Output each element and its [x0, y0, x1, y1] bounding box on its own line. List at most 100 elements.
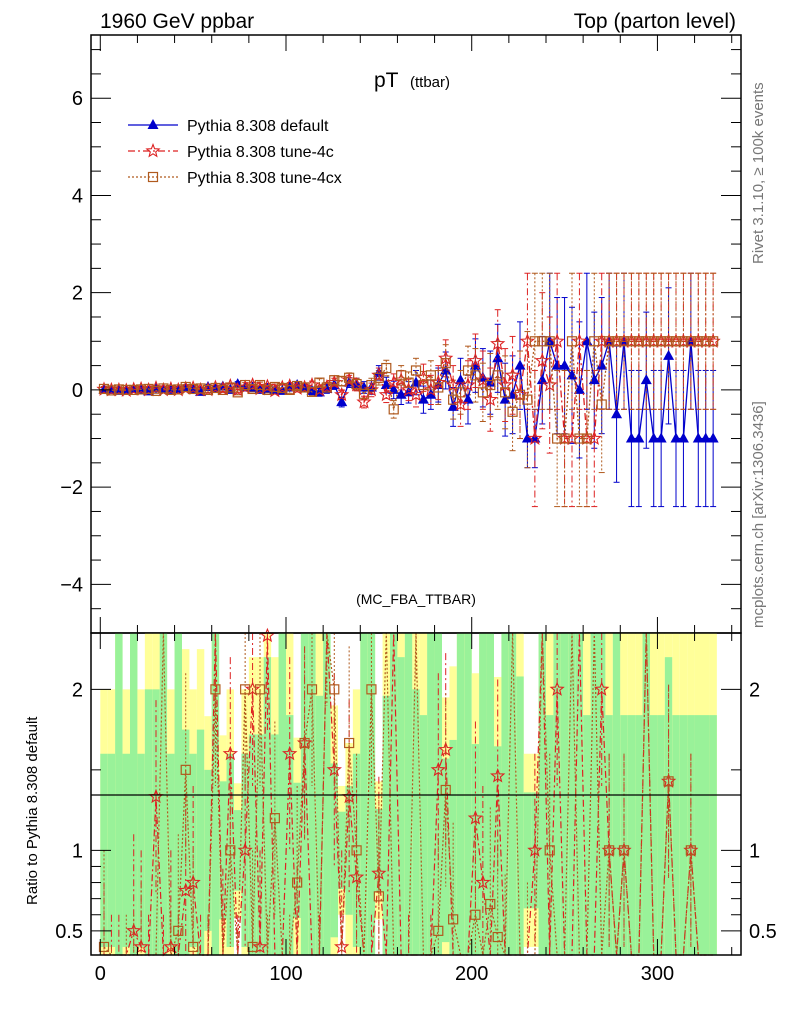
inner-band	[412, 689, 420, 955]
inner-band	[672, 715, 680, 955]
data-point	[210, 382, 221, 394]
data-point	[128, 384, 139, 396]
ratio-point	[433, 925, 444, 936]
ratio-point	[269, 813, 280, 824]
data-point	[388, 404, 399, 415]
main-series-layer	[96, 333, 721, 446]
data-point	[625, 432, 637, 443]
data-point	[232, 387, 243, 398]
series-line-2	[103, 340, 714, 440]
inner-band	[709, 715, 717, 955]
inner-band	[211, 633, 220, 955]
plot-title-sub: (ttbar)	[410, 74, 450, 91]
inner-band	[642, 633, 650, 955]
data-point	[611, 408, 623, 419]
data-point	[440, 358, 451, 369]
data-point	[521, 432, 533, 443]
ratio-point	[549, 681, 565, 696]
inner-band	[115, 633, 123, 955]
inner-band	[694, 715, 702, 955]
inner-band	[583, 715, 591, 955]
x-tick-label: 100	[269, 963, 302, 985]
data-point	[574, 433, 585, 444]
x-tick-label: 0	[95, 963, 106, 985]
ratio-point	[292, 877, 303, 888]
data-point	[485, 379, 496, 391]
inner-band	[397, 657, 405, 955]
inner-band	[286, 715, 294, 955]
ratio-point	[282, 745, 298, 761]
y-tick-label: 4	[72, 185, 83, 207]
data-point	[559, 433, 570, 444]
ratio-point	[448, 914, 459, 925]
data-point	[477, 387, 488, 398]
data-point	[692, 432, 704, 443]
x-tick-label: 300	[641, 963, 674, 985]
inner-band	[122, 753, 130, 947]
ratio-y-tick-label: 1	[72, 840, 83, 862]
ratio-point	[188, 941, 199, 953]
data-point	[499, 393, 511, 404]
ratio-point	[438, 741, 454, 757]
mcplots-reference-text: mcplots.cern.ch [arXiv:1306.3436]	[750, 401, 767, 628]
data-point	[344, 372, 355, 383]
inner-band	[471, 744, 480, 955]
ratio-point	[252, 938, 268, 954]
data-point	[566, 336, 578, 347]
data-point	[150, 385, 162, 396]
inner-band	[404, 633, 413, 955]
ratio-point	[126, 922, 142, 938]
ratio-series-layer	[98, 627, 714, 957]
inner-band	[575, 633, 584, 955]
inner-band	[590, 633, 598, 955]
ratio-point	[366, 684, 377, 695]
inner-band	[390, 633, 398, 955]
data-point	[514, 359, 526, 370]
data-point	[143, 383, 154, 395]
ratio-point	[225, 845, 236, 856]
inner-band	[419, 715, 428, 955]
data-point	[542, 376, 558, 392]
rivet-version-text: Rivet 3.1.10, ≥ 100k events	[750, 82, 767, 264]
data-point	[373, 372, 384, 383]
data-point	[504, 367, 521, 382]
data-point	[334, 386, 350, 402]
header-left: 1960 GeV ppbar	[100, 10, 254, 33]
ratio-point	[467, 810, 484, 825]
ratio-point	[685, 845, 696, 856]
data-point	[417, 393, 429, 404]
data-point	[202, 384, 214, 396]
inner-band	[330, 763, 338, 938]
data-point	[670, 336, 682, 347]
ratio-point	[247, 941, 258, 953]
legend-marker	[147, 171, 159, 183]
data-point	[195, 383, 206, 394]
inner-band	[427, 633, 435, 955]
ratio-point	[180, 764, 191, 775]
inner-band	[174, 633, 182, 955]
data-point	[244, 376, 261, 392]
inner-band	[130, 633, 138, 955]
data-point	[418, 379, 429, 391]
data-point	[136, 384, 147, 395]
data-point	[217, 384, 228, 396]
ratio-y-axis-label: Ratio to Pythia 8.308 default	[24, 716, 41, 905]
inner-band	[382, 695, 390, 955]
legend-label: Pythia 8.308 tune-4c	[187, 144, 334, 161]
inner-band	[256, 734, 264, 955]
legend-marker	[145, 142, 161, 158]
ratio-y-tick-label-right: 0.5	[749, 921, 777, 943]
inner-band	[315, 695, 324, 955]
data-point	[536, 374, 548, 385]
ratio-point	[222, 745, 238, 761]
inner-band	[144, 689, 153, 955]
ratio-point	[133, 938, 149, 954]
data-point	[522, 394, 533, 405]
ratio-y-tick-label: 0.5	[55, 921, 83, 943]
ratio-axis-ticks: 0.5 0.5 1 1 2 2 0 100 200 300	[55, 633, 777, 985]
data-point	[462, 393, 474, 404]
data-point	[586, 430, 602, 446]
ratio-point	[490, 767, 506, 783]
ratio-point	[244, 681, 261, 696]
